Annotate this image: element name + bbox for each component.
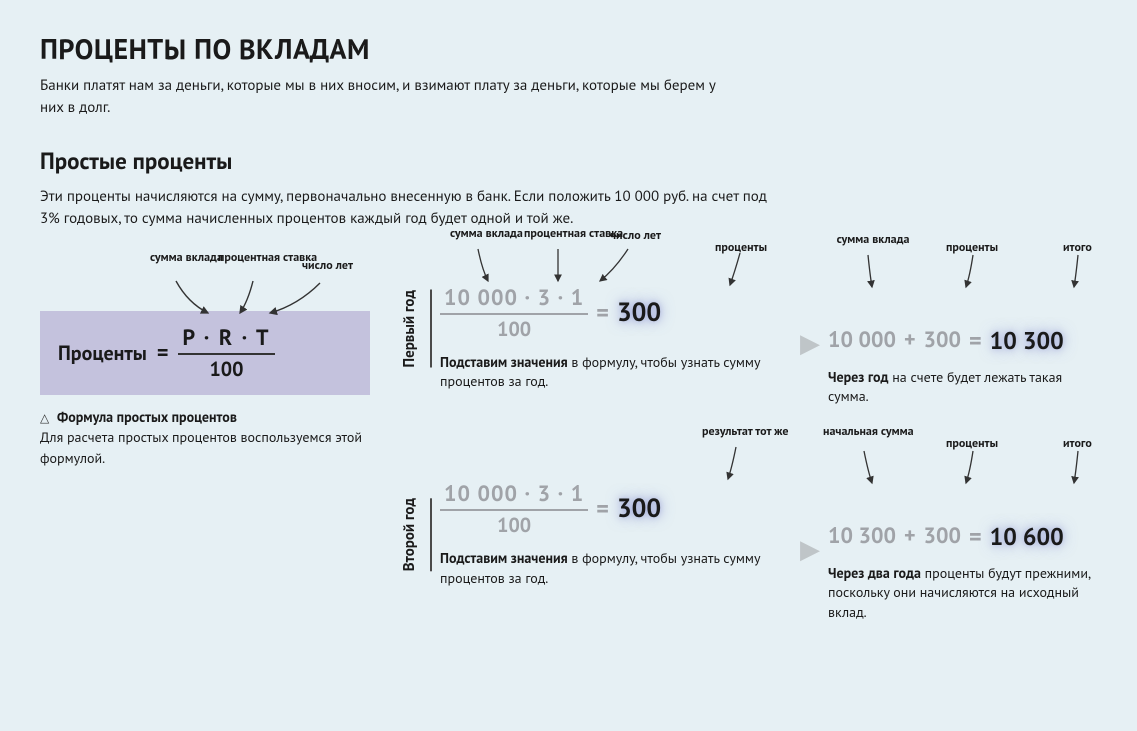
caption-label: Формула простых процентов bbox=[57, 408, 237, 426]
formula-den: 100 bbox=[178, 353, 274, 381]
y1-eq: = bbox=[596, 297, 609, 328]
y2-sum-line: 10 300 + 300 = 10 600 bbox=[828, 481, 1097, 552]
caption-body: Для расчета простых процентов воспользуе… bbox=[40, 428, 362, 466]
y1-lab-r: процентная ставка bbox=[524, 227, 604, 241]
y2-lab-a: начальная сумма bbox=[823, 425, 903, 439]
main-heading: ПРОЦЕНТЫ ПО ВКЛАДАМ bbox=[40, 30, 1097, 67]
section-heading: Простые проценты bbox=[40, 147, 1097, 176]
y1-sum-b: 300 bbox=[924, 326, 961, 354]
y2-lab-b: проценты bbox=[946, 437, 998, 451]
chevron-right-icon: ▶ bbox=[800, 503, 828, 566]
y1-exR-b: Через год bbox=[828, 368, 888, 386]
y1-lab-res: проценты bbox=[715, 241, 767, 255]
year1-calc: сумма вклада процентная ставка число лет… bbox=[440, 251, 800, 393]
y1-num: 10 000 · 3 · 1 bbox=[440, 285, 588, 313]
y2-lab-c: итого bbox=[1063, 437, 1092, 451]
triangle-icon: △ bbox=[40, 410, 49, 427]
year2-label: Второй год bbox=[400, 498, 432, 571]
y1-lab-a: сумма вклада bbox=[828, 233, 918, 247]
y1-lab-p: сумма вклада bbox=[450, 227, 510, 241]
plus-icon: + bbox=[904, 326, 916, 354]
y2-exL-b: Подставим значения bbox=[440, 549, 568, 567]
y2-num: 10 000 · 3 · 1 bbox=[440, 481, 588, 509]
y2-explain-left: Подставим значения в формулу, чтобы узна… bbox=[440, 549, 800, 588]
year1-wrap: Первый год сумма вклада процентная ставк… bbox=[400, 251, 1097, 407]
y2-sum-eq: = bbox=[969, 521, 982, 552]
chevron-right-icon: ▶ bbox=[800, 297, 828, 360]
y1-explain-left: Подставим значения в формулу, чтобы узна… bbox=[440, 353, 800, 392]
y1-lab-b: проценты bbox=[946, 241, 998, 255]
year1-sum: сумма вклада проценты итого 10 000 + 300 bbox=[828, 251, 1097, 407]
y1-calc-line: 10 000 · 3 · 1 100 = 300 bbox=[440, 285, 800, 341]
label-t: число лет bbox=[302, 259, 353, 273]
formula-lhs: Проценты bbox=[58, 340, 147, 366]
intro-text: Банки платят нам за деньги, которые мы в… bbox=[40, 75, 740, 119]
y2-total: 10 600 bbox=[990, 521, 1064, 552]
page: ПРОЦЕНТЫ ПО ВКЛАДАМ Банки платят нам за … bbox=[0, 0, 1137, 642]
y2-explain-right: Через два года проценты будут прежними, … bbox=[828, 564, 1097, 623]
y1-den: 100 bbox=[440, 313, 588, 341]
y2-sum-a: 10 300 bbox=[828, 522, 896, 550]
year2-sum: начальная сумма проценты итого 10 300 + … bbox=[828, 447, 1097, 623]
formula-fraction: P · R · T 100 bbox=[178, 325, 274, 381]
year1-row: сумма вклада процентная ставка число лет… bbox=[440, 251, 1097, 407]
y1-sum-eq: = bbox=[969, 325, 982, 356]
y1-frac: 10 000 · 3 · 1 100 bbox=[440, 285, 588, 341]
year2-row: результат тот же 10 000 · 3 · 1 100 = 30… bbox=[440, 447, 1097, 623]
formula-side: сумма вклада процентная ставка число лет… bbox=[40, 251, 370, 468]
y2-calc-line: 10 000 · 3 · 1 100 = 300 bbox=[440, 481, 800, 537]
y1-sum-line: 10 000 + 300 = 10 300 bbox=[828, 285, 1097, 356]
y1-total: 10 300 bbox=[990, 325, 1064, 356]
formula-box: Проценты = P · R · T 100 bbox=[40, 311, 370, 395]
y2-lab-res: результат тот же bbox=[702, 425, 782, 439]
year2-calc: результат тот же 10 000 · 3 · 1 100 = 30… bbox=[440, 447, 800, 589]
y2-arrow bbox=[700, 443, 760, 483]
formula-num: P · R · T bbox=[178, 325, 274, 353]
content-grid: сумма вклада процентная ставка число лет… bbox=[40, 251, 1097, 623]
section-sub: Эти проценты начисляются на сумму, перво… bbox=[40, 186, 780, 231]
y2-sum-b: 300 bbox=[924, 522, 961, 550]
y2-exR-b: Через два года bbox=[828, 564, 921, 582]
label-p: сумма вклада bbox=[150, 251, 210, 265]
y2-den: 100 bbox=[440, 509, 588, 537]
y1-result: 300 bbox=[617, 296, 661, 329]
formula-caption: △ Формула простых процентов Для расчета … bbox=[40, 407, 370, 468]
year1-label: Первый год bbox=[400, 290, 432, 368]
formula-eq: = bbox=[157, 339, 169, 367]
y1-sum-a: 10 000 bbox=[828, 326, 896, 354]
label-r: процентная ставка bbox=[218, 251, 298, 265]
y1-lab-c: итого bbox=[1063, 241, 1092, 255]
y1-exL-b: Подставим значения bbox=[440, 353, 568, 371]
y2-eq: = bbox=[596, 493, 609, 524]
year2-wrap: Второй год результат тот же 10 000 · 3 ·… bbox=[400, 447, 1097, 623]
rows: Первый год сумма вклада процентная ставк… bbox=[400, 251, 1097, 623]
y1-lab-t: число лет bbox=[610, 229, 660, 243]
y2-result: 300 bbox=[617, 492, 661, 525]
y2-frac: 10 000 · 3 · 1 100 bbox=[440, 481, 588, 537]
y1-explain-right: Через год на счете будет лежать такая су… bbox=[828, 368, 1097, 407]
plus-icon: + bbox=[904, 522, 916, 550]
